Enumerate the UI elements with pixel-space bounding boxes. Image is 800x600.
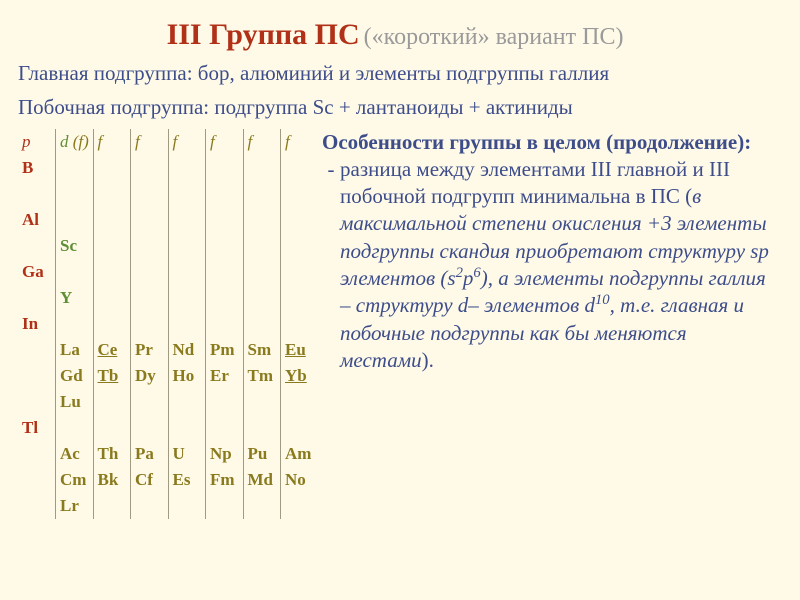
cell-U: U	[168, 441, 206, 467]
cell-Ho: Ho	[168, 363, 206, 389]
cell-Md: Md	[243, 467, 281, 493]
cell-Am: Am	[281, 441, 319, 467]
cell-Pm: Pm	[206, 337, 244, 363]
cell-Pr: Pr	[131, 337, 169, 363]
body-bullet: - разница между элементами III главной и…	[322, 156, 772, 374]
slide-root: III Группа ПС («короткий» вариант ПС) Гл…	[0, 0, 800, 600]
body-heading: Особенности группы в целом (продолжение)…	[322, 129, 772, 156]
element-table-container: p d (f) f f f f f f B Al Sc Ga Y In	[18, 129, 318, 519]
cell-Lr: Lr	[56, 493, 94, 519]
title-sub: («короткий» вариант ПС)	[364, 24, 624, 50]
cell-Fm: Fm	[206, 467, 244, 493]
cell-Tl: Tl	[18, 415, 56, 441]
cell-Sm: Sm	[243, 337, 281, 363]
content-row: p d (f) f f f f f f B Al Sc Ga Y In	[18, 129, 772, 519]
cell-No: No	[281, 467, 319, 493]
cell-Eu: Eu	[281, 337, 319, 363]
cell-Lu: Lu	[56, 389, 94, 415]
cell-Nd: Nd	[168, 337, 206, 363]
cell-Pa: Pa	[131, 441, 169, 467]
col-header-f: f	[131, 129, 169, 155]
cell-Dy: Dy	[131, 363, 169, 389]
cell-Tb: Tb	[93, 363, 131, 389]
cell-Es: Es	[168, 467, 206, 493]
cell-Gd: Gd	[56, 363, 94, 389]
cell-Pu: Pu	[243, 441, 281, 467]
cell-Ga: Ga	[18, 259, 56, 285]
cell-In: In	[18, 311, 56, 337]
cell-Bk: Bk	[93, 467, 131, 493]
col-header-p: p	[18, 129, 56, 155]
col-header-df: d (f)	[56, 129, 94, 155]
col-header-f: f	[93, 129, 131, 155]
body-text: Особенности группы в целом (продолжение)…	[322, 129, 772, 519]
element-table: p d (f) f f f f f f B Al Sc Ga Y In	[18, 129, 318, 519]
col-header-f: f	[168, 129, 206, 155]
cell-Cf: Cf	[131, 467, 169, 493]
cell-Y: Y	[56, 285, 94, 311]
cell-Np: Np	[206, 441, 244, 467]
intro-line-1: Главная подгруппа: бор, алюминий и элеме…	[18, 60, 772, 86]
col-header-f: f	[206, 129, 244, 155]
slide-title: III Группа ПС («короткий» вариант ПС)	[18, 18, 772, 52]
cell-Al: Al	[18, 207, 56, 233]
cell-Ce: Ce	[93, 337, 131, 363]
cell-Th: Th	[93, 441, 131, 467]
cell-Yb: Yb	[281, 363, 319, 389]
title-main: III Группа ПС	[167, 18, 360, 51]
bullet-dash: -	[322, 156, 340, 374]
col-header-f: f	[281, 129, 319, 155]
cell-B: B	[18, 155, 56, 181]
cell-Tm: Tm	[243, 363, 281, 389]
cell-Sc: Sc	[56, 233, 94, 259]
bullet-text: разница между элементами III главной и I…	[340, 156, 772, 374]
col-header-f: f	[243, 129, 281, 155]
cell-Er: Er	[206, 363, 244, 389]
intro-line-2: Побочная подгруппа: подгруппа Sc + ланта…	[18, 94, 772, 120]
cell-Ac: Ac	[56, 441, 94, 467]
cell-Cm: Cm	[56, 467, 94, 493]
cell-La: La	[56, 337, 94, 363]
table-header-row: p d (f) f f f f f f	[18, 129, 318, 155]
